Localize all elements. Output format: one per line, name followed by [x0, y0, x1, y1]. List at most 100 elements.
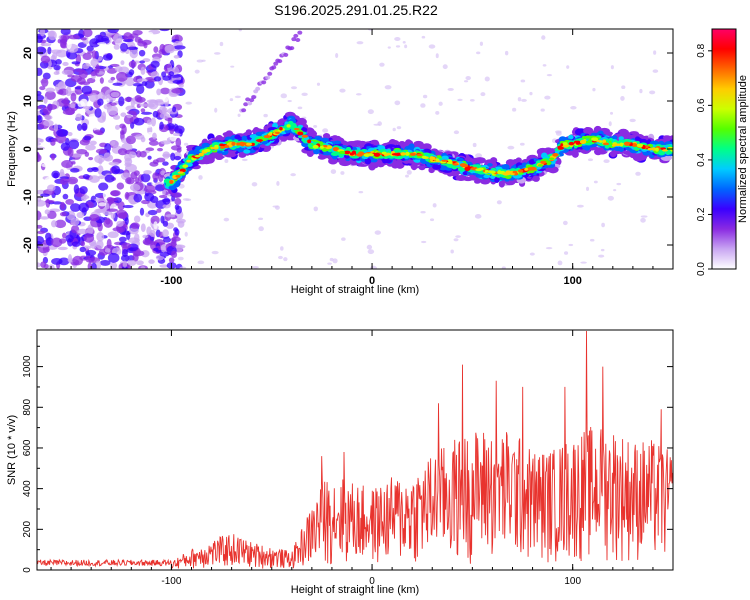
spectrogram-ridge-blob	[623, 141, 631, 145]
spectrogram-faint-dot	[402, 40, 406, 44]
spectrogram-noise-blob	[59, 168, 65, 176]
spectrogram-noise-blob	[156, 147, 163, 152]
colorbar-tick-label: 0.6	[696, 98, 707, 112]
spectrogram-noise-blob	[40, 193, 50, 197]
spectrogram-noise-blob	[42, 106, 52, 115]
page-title: S196.2025.291.01.25.R22	[274, 2, 438, 18]
spectrogram-noise-blob	[41, 77, 49, 87]
spectrogram-faint-dot	[519, 142, 525, 146]
spectrogram-faint-dot	[447, 87, 454, 91]
spectrogram-noise-blob	[70, 203, 81, 212]
spectrogram-noise-blob	[107, 29, 119, 34]
spectrogram-faint-dot	[224, 159, 229, 163]
spectrogram-noise-blob	[103, 152, 111, 161]
spectrogram-ridge-blob	[370, 139, 379, 145]
spectrogram-faint-dot	[479, 41, 484, 46]
spectrogram-y-tick-label: 0	[22, 146, 34, 152]
spectrogram-ridge-blob	[379, 149, 387, 153]
spectrogram-faint-dot	[475, 153, 483, 158]
spectrogram-faint-dot	[405, 174, 409, 178]
spectrogram-faint-dot	[184, 231, 188, 237]
spectrogram-faint-dot	[341, 237, 346, 241]
spectrogram-y-tick-label: -20	[22, 237, 34, 253]
spectrogram-faint-dot	[450, 249, 454, 254]
spectrogram-noise-blob	[89, 140, 97, 146]
spectrogram-noise-blob	[62, 61, 69, 67]
spectrogram-noise-blob	[90, 71, 97, 77]
spectrogram-ridge-blob	[243, 149, 251, 154]
spectrogram-noise-blob	[39, 216, 50, 220]
spectrogram-noise-blob	[92, 167, 99, 172]
spectrogram-ridge-blob	[579, 139, 587, 144]
spectrogram-ridge-blob	[312, 144, 319, 149]
spectrogram-ridge-blob	[286, 124, 291, 128]
spectrogram-noise-blob	[147, 131, 154, 137]
spectrogram-noise-blob	[99, 77, 104, 84]
spectrogram-faint-dot	[280, 93, 288, 99]
spectrogram-faint-dot	[600, 248, 605, 252]
spectrogram-ridge-blob	[446, 161, 453, 164]
spectrogram-noise-blob	[153, 76, 162, 82]
spectrogram-noise-blob	[141, 81, 148, 87]
spectrogram-faint-dot	[406, 170, 412, 175]
spectrogram-faint-dot	[335, 53, 339, 59]
spectrogram-faint-dot	[635, 171, 641, 176]
spectrogram-noise-blob	[121, 124, 127, 135]
spectrogram-noise-blob	[153, 46, 159, 54]
spectrogram-ridge-blob	[186, 159, 191, 163]
spectrogram-noise-blob	[143, 184, 156, 193]
spectrogram-faint-dot	[339, 88, 346, 93]
spectrogram-noise-blob	[94, 198, 105, 202]
spectrogram-ridge-blob	[575, 140, 581, 145]
spectrogram-noise-blob	[66, 51, 78, 60]
spectrogram-ridge-blob	[224, 144, 230, 148]
spectrogram-faint-dot	[546, 74, 553, 77]
spectrogram-faint-dot	[469, 98, 475, 102]
spectrogram-noise-blob	[69, 103, 76, 109]
spectrogram-ridge-blob	[655, 147, 659, 152]
snr-y-tick-label: 1000	[22, 355, 33, 378]
spectrogram-faint-dot	[512, 107, 517, 112]
spectrogram-faint-dot	[587, 158, 594, 162]
spectrogram-noise-blob	[170, 152, 176, 161]
colorbar-ticks: 0.00.20.40.60.8	[696, 43, 712, 276]
spectrogram-faint-dot	[501, 266, 506, 269]
spectrogram-noise-blob	[62, 193, 69, 200]
spectrogram-ridge-blob	[421, 155, 428, 159]
spectrogram-noise-blob	[105, 217, 111, 225]
spectrogram-noise-blob	[114, 124, 120, 130]
spectrogram-faint-dot	[194, 69, 200, 74]
spectrogram-faint-dot	[598, 254, 605, 258]
spectrogram-noise-blob	[119, 212, 127, 219]
spectrogram-ridge-blob	[581, 144, 591, 151]
spectrogram-ridge-blob	[409, 152, 417, 156]
spectrogram-noise-blob	[106, 208, 118, 212]
spectrogram-noise-blob	[65, 198, 75, 205]
spectrogram-noise-blob	[144, 80, 155, 89]
spectrogram-noise-blob	[150, 60, 160, 68]
spectrogram-noise-blob	[113, 44, 120, 50]
spectrogram-ridge-blob	[333, 140, 342, 145]
spectrogram-noise-blob	[98, 175, 105, 180]
spectrogram-noise-blob	[156, 88, 162, 96]
spectrogram-ridge-blob	[583, 127, 594, 135]
spectrogram-noise-blob	[164, 44, 176, 54]
spectrogram-noise-blob	[60, 142, 70, 151]
spectrogram-faint-dot	[313, 206, 318, 212]
spectrogram-noise-blob	[120, 254, 130, 262]
spectrogram-noise-blob	[130, 171, 138, 180]
spectrogram-noise-blob	[83, 135, 92, 141]
spectrogram-ridge-blob	[169, 179, 174, 185]
snr-x-tick-label: -100	[161, 576, 181, 587]
spectrogram-ridge-blob	[343, 150, 351, 155]
spectrogram-faint-dot	[476, 51, 481, 55]
spectrogram-x-label: Height of straight line (km)	[291, 284, 419, 296]
spectrogram-ridge-blob	[319, 145, 324, 149]
spectrogram-faint-dot	[620, 96, 625, 101]
spectrogram-noise-blob	[60, 29, 71, 36]
spectrogram-noise-blob	[96, 232, 105, 242]
spectrogram-faint-dot	[230, 65, 235, 68]
spectrogram-ridge-blob	[410, 161, 418, 171]
